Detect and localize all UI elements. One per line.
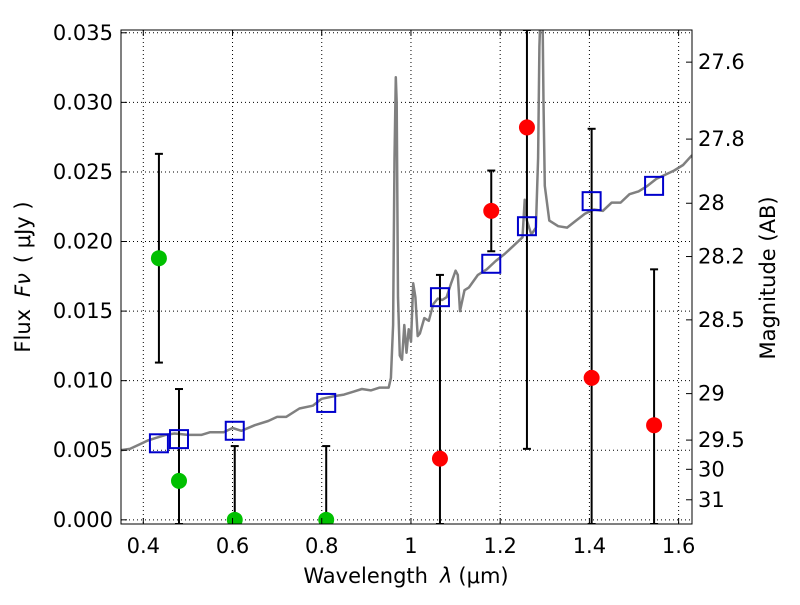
y2-axis-label: Magnitude (AB) xyxy=(756,196,780,359)
x-tick-label: 0.4 xyxy=(127,534,160,558)
observed-point-red xyxy=(518,119,535,136)
model-photometry-square xyxy=(581,191,602,212)
model-photometry-square xyxy=(644,175,665,196)
y2-tick-label: 28.2 xyxy=(698,245,745,269)
observed-point-red xyxy=(583,369,600,386)
x-axis-label-symbol: λ xyxy=(439,564,452,588)
y-axis-label: Flux Fν ( μJy ) xyxy=(11,201,35,352)
plot-area xyxy=(121,30,692,524)
model-spectrum-line xyxy=(121,30,692,452)
x-axis-label: Wavelength λ (μm) xyxy=(303,564,508,588)
x-tick-label: 0.6 xyxy=(216,534,249,558)
y-tick-label: 0.005 xyxy=(53,438,113,462)
y2-tick-label: 28.5 xyxy=(698,308,745,332)
plot-frame xyxy=(120,29,693,525)
y2-tick-label: 29.5 xyxy=(698,428,745,452)
y2-tick-label: 27.8 xyxy=(698,127,745,151)
model-photometry-square xyxy=(516,216,537,237)
model-photometry-square xyxy=(429,287,450,308)
observed-point-red xyxy=(431,450,448,467)
y-tick-label: 0.010 xyxy=(53,369,113,393)
observed-point-green xyxy=(226,511,243,524)
y-tick-label: 0.035 xyxy=(53,21,113,45)
observed-point-green xyxy=(150,250,167,267)
x-tick-label: 1.6 xyxy=(662,534,695,558)
y-tick-label: 0.000 xyxy=(53,508,113,532)
x-tick-label: 0.8 xyxy=(305,534,338,558)
model-photometry-square xyxy=(224,420,245,441)
model-photometry-square xyxy=(481,253,502,274)
y-axis-label-symbol: Fν xyxy=(11,273,35,297)
y-axis-label-unit: ( μJy ) xyxy=(11,201,35,263)
x-axis-label-unit: (μm) xyxy=(458,564,508,588)
observed-point-green xyxy=(170,472,187,489)
x-tick-label: 1 xyxy=(404,534,417,558)
y-tick-label: 0.020 xyxy=(53,230,113,254)
model-photometry-square xyxy=(168,429,189,450)
y2-tick-label: 28 xyxy=(698,191,725,215)
x-tick-label: 1.2 xyxy=(483,534,516,558)
y-tick-label: 0.025 xyxy=(53,160,113,184)
y2-tick-label: 27.6 xyxy=(698,50,745,74)
y-tick-label: 0.015 xyxy=(53,299,113,323)
model-photometry-square xyxy=(148,433,169,454)
data-layer xyxy=(121,30,692,524)
observed-point-red xyxy=(483,202,500,219)
observed-point-red xyxy=(646,417,663,434)
y-tick-label: 0.030 xyxy=(53,90,113,114)
x-axis-label-text: Wavelength xyxy=(303,564,428,588)
x-tick-label: 1.4 xyxy=(573,534,606,558)
y2-tick-label: 29 xyxy=(698,382,725,406)
y2-tick-label: 30 xyxy=(698,457,725,481)
model-photometry-square xyxy=(316,392,337,413)
ticks: 0.4 0.6 0.8 1 1.2 1.4 1.6 0.000 0.005 0.010 0.015 0… xyxy=(53,21,745,558)
y2-tick-label: 31 xyxy=(698,488,725,512)
y-axis-label-text: Flux xyxy=(11,309,35,353)
